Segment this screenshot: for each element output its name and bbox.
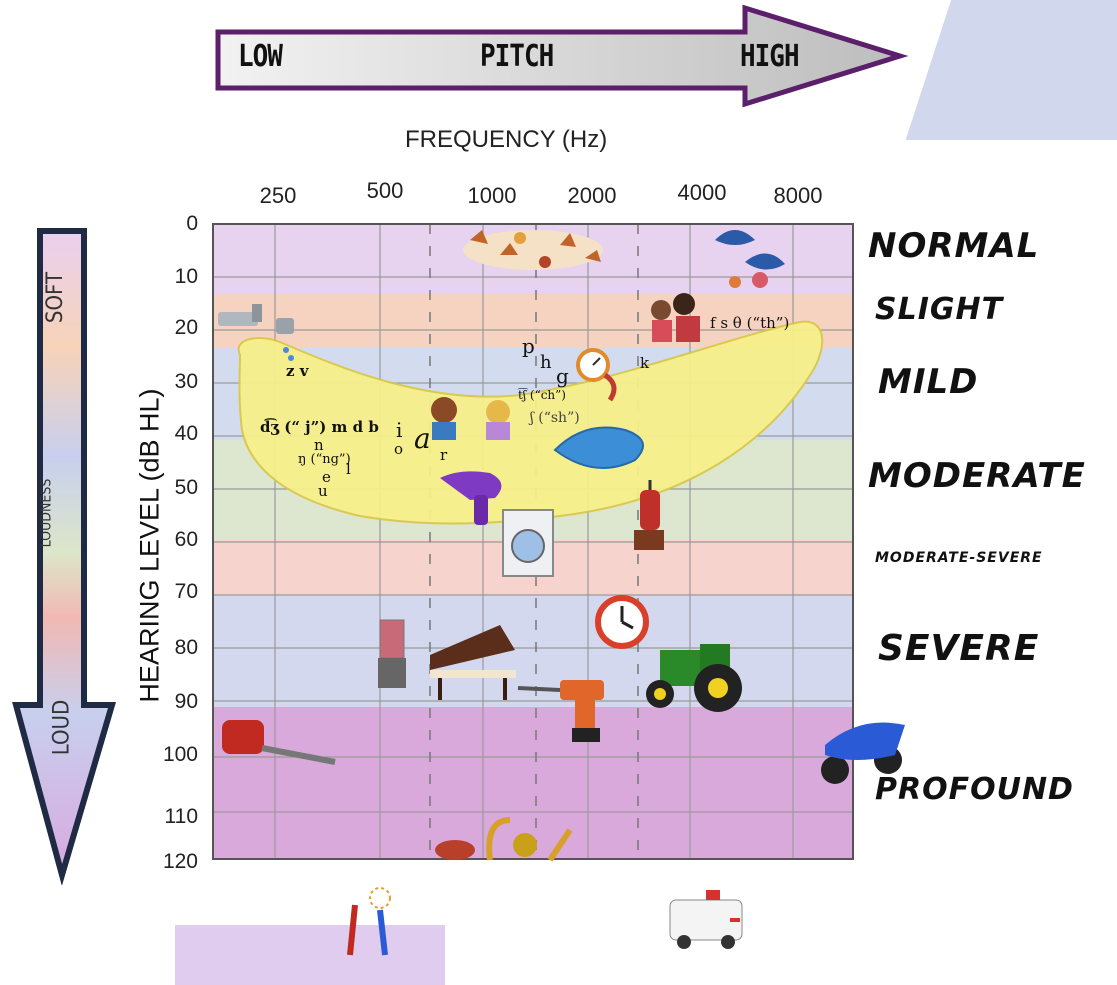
sound-o: o	[394, 440, 404, 458]
clock-icon	[576, 348, 617, 402]
speech-banana	[237, 320, 824, 525]
sound-l: l	[346, 460, 351, 478]
sound-z-v: z v	[286, 362, 309, 380]
leaves-icon	[463, 230, 603, 270]
band-label-profound: PROFOUND	[875, 772, 1074, 807]
band-label-normal: NORMAL	[868, 226, 1040, 266]
sound-r: r	[440, 446, 448, 464]
children-icon	[431, 397, 510, 440]
pitch-arrow: LOW PITCH HIGH	[210, 0, 910, 110]
leaf-blower-icon	[222, 720, 336, 765]
band-profound	[213, 707, 853, 859]
tractor-icon	[646, 644, 742, 712]
vacuum-icon	[634, 480, 664, 550]
sound-e: e	[322, 468, 331, 486]
band-label-severe: SEVERE	[878, 628, 1040, 669]
sound-dz-m-d-b: d͡ʒ (“ j”) m d b	[260, 418, 379, 436]
y-tick: 0	[186, 212, 198, 235]
sound-g: g	[556, 364, 569, 388]
freq-tick-4000: 4000	[677, 180, 727, 205]
y-tick: 70	[174, 580, 198, 603]
freq-tick-8000: 8000	[773, 183, 823, 208]
y-tick: 40	[174, 422, 198, 445]
ambulance-icon	[669, 890, 743, 949]
y-tick: 20	[174, 316, 198, 339]
y-tick: 60	[174, 528, 198, 551]
hair-dryer-icon	[440, 471, 502, 525]
band-label-slight: SLIGHT	[875, 292, 1004, 327]
band-label-mild: MILD	[878, 362, 979, 402]
sound-i: i	[396, 418, 403, 442]
y-tick: 50	[174, 476, 198, 499]
blender-icon	[378, 619, 406, 688]
piano-icon	[430, 625, 516, 700]
sound-a: a	[414, 422, 431, 455]
sound-k: k	[640, 354, 650, 372]
pitch-arrow-shape	[215, 4, 909, 108]
sound-ng: ŋ (“ng”)	[298, 452, 351, 467]
freq-tick-500: 500	[366, 178, 404, 203]
audiogram-plot	[212, 223, 905, 956]
sound-sh: ʃ (“sh”)	[530, 410, 580, 426]
freq-tick-2000: 2000	[567, 183, 617, 208]
people-icon	[651, 293, 700, 342]
y-tick: 100	[162, 743, 198, 766]
pitch-low-label: LOW	[238, 39, 283, 75]
y-tick: 80	[174, 636, 198, 659]
loudness-arrow: SOFT LOUDNESS LOUD	[12, 225, 122, 887]
instruments-icon	[435, 817, 573, 862]
sound-u: u	[318, 482, 328, 500]
pitch-title-label: PITCH	[480, 39, 554, 75]
y-tick: 30	[174, 370, 198, 393]
birds-icon	[715, 230, 785, 288]
drill-icon	[517, 680, 604, 742]
faucet-icon	[218, 304, 294, 361]
alarm-clock-icon	[595, 595, 649, 649]
y-tick: 120	[162, 850, 198, 873]
sound-h: h	[540, 352, 552, 373]
sound-ch: t͡ʃ (“ch”)	[518, 388, 566, 402]
y-tick: 90	[174, 690, 198, 713]
pitch-high-label: HIGH	[740, 39, 800, 75]
washing-machine-icon	[502, 509, 554, 577]
freq-tick-250: 250	[259, 183, 297, 208]
motorcycle-icon	[821, 722, 905, 784]
band-label-moderate-severe: MODERATE-SEVERE	[875, 550, 1043, 566]
sound-p: p	[522, 334, 535, 358]
y-tick: 110	[164, 805, 198, 828]
sound-f-s-th: f s θ (“th”)	[710, 314, 790, 332]
sound-n: n	[314, 436, 324, 454]
band-label-moderate: MODERATE	[868, 456, 1086, 496]
fireworks-icon	[347, 887, 391, 956]
freq-tick-1000: 1000	[467, 183, 517, 208]
y-tick: 10	[174, 265, 198, 288]
puddle-icon	[553, 426, 644, 469]
frequency-title: FREQUENCY (Hz)	[405, 126, 608, 153]
